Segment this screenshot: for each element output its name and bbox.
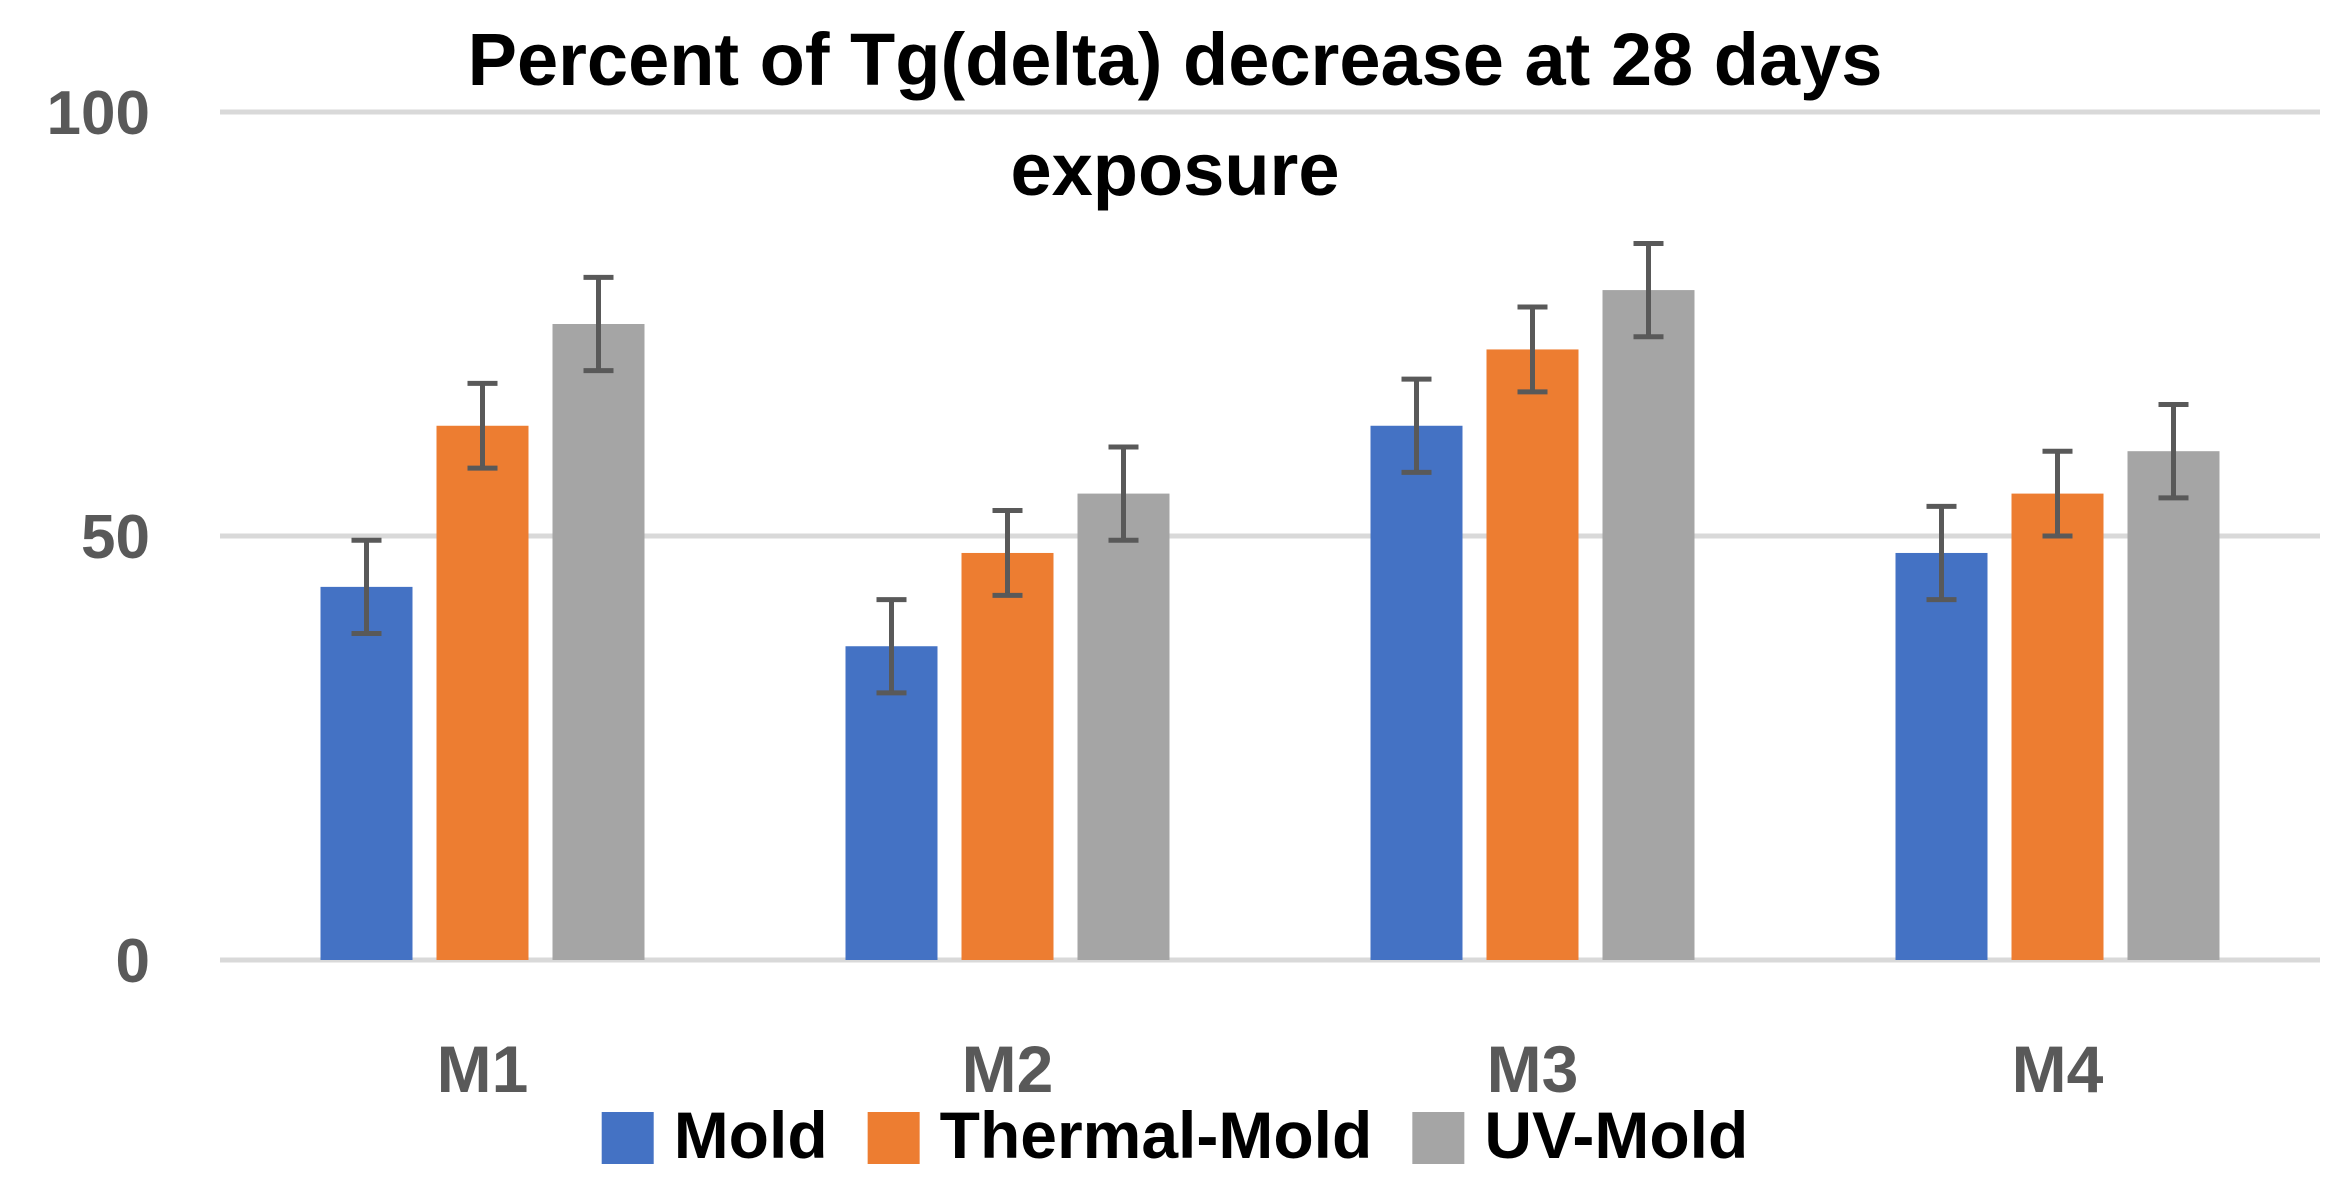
chart-title-line-2: exposure bbox=[1010, 128, 1339, 211]
bar-m4-mold bbox=[1895, 552, 1988, 960]
bar-m1-uv-mold bbox=[552, 324, 645, 960]
legend-swatch bbox=[601, 1112, 654, 1164]
x-category-label-m4: M4 bbox=[2012, 1032, 2104, 1106]
y-tick-label: 100 bbox=[47, 79, 150, 148]
error-bars bbox=[351, 240, 2189, 696]
x-category-label-m3: M3 bbox=[1487, 1032, 1579, 1106]
x-axis-category-labels: M1 M2 M3 M4 bbox=[437, 1032, 2104, 1106]
error-bar-m1-thermal-mold bbox=[467, 380, 498, 471]
bars bbox=[320, 290, 2220, 961]
y-tick-label: 50 bbox=[81, 503, 150, 572]
bar-m3-mold bbox=[1370, 425, 1463, 960]
bar-m2-uv-mold bbox=[1077, 493, 1170, 960]
legend-item-mold: Mold bbox=[601, 1098, 828, 1172]
legend: Mold Thermal-Mold UV-Mold bbox=[601, 1098, 1748, 1172]
error-bar-m1-uv-mold bbox=[583, 274, 614, 374]
bar-m2-mold bbox=[845, 646, 938, 960]
legend-label: Mold bbox=[674, 1098, 828, 1172]
bar-m3-uv-mold bbox=[1602, 290, 1695, 961]
error-bar-m4-thermal-mold bbox=[2042, 448, 2073, 539]
error-bar-m4-uv-mold bbox=[2158, 402, 2189, 501]
y-tick-label: 0 bbox=[116, 927, 150, 996]
legend-label: UV-Mold bbox=[1484, 1098, 1748, 1172]
bar-m3-thermal-mold bbox=[1486, 349, 1579, 960]
gridlines bbox=[220, 109, 2320, 963]
error-bar-m2-thermal-mold bbox=[992, 508, 1023, 598]
legend-item-thermal-mold: Thermal-Mold bbox=[867, 1098, 1373, 1172]
error-bar-m3-uv-mold bbox=[1633, 240, 1664, 340]
legend-swatch bbox=[867, 1112, 920, 1164]
bar-m4-thermal-mold bbox=[2011, 493, 2104, 960]
legend-swatch bbox=[1412, 1112, 1465, 1164]
x-category-label-m1: M1 bbox=[437, 1032, 529, 1106]
legend-label: Thermal-Mold bbox=[940, 1098, 1373, 1172]
chart-title-line-1: Percent of Tg(delta) decrease at 28 days bbox=[468, 18, 1883, 101]
bar-m4-uv-mold bbox=[2127, 451, 2220, 960]
bar-m1-mold bbox=[320, 586, 413, 960]
error-bar-m3-thermal-mold bbox=[1517, 304, 1548, 395]
error-bar-m4-mold bbox=[1926, 503, 1957, 603]
error-bar-m2-uv-mold bbox=[1108, 444, 1139, 543]
bar-m2-thermal-mold bbox=[961, 552, 1054, 960]
error-bar-m1-mold bbox=[351, 537, 382, 637]
legend-item-uv-mold: UV-Mold bbox=[1412, 1098, 1748, 1172]
error-bar-m3-mold bbox=[1401, 376, 1432, 475]
x-category-label-m2: M2 bbox=[962, 1032, 1054, 1106]
bar-m1-thermal-mold bbox=[436, 425, 529, 960]
error-bar-m2-mold bbox=[876, 597, 907, 696]
y-axis-tick-labels: 0 50 100 bbox=[47, 79, 150, 996]
chart-title: Percent of Tg(delta) decrease at 28 days… bbox=[468, 18, 1883, 211]
